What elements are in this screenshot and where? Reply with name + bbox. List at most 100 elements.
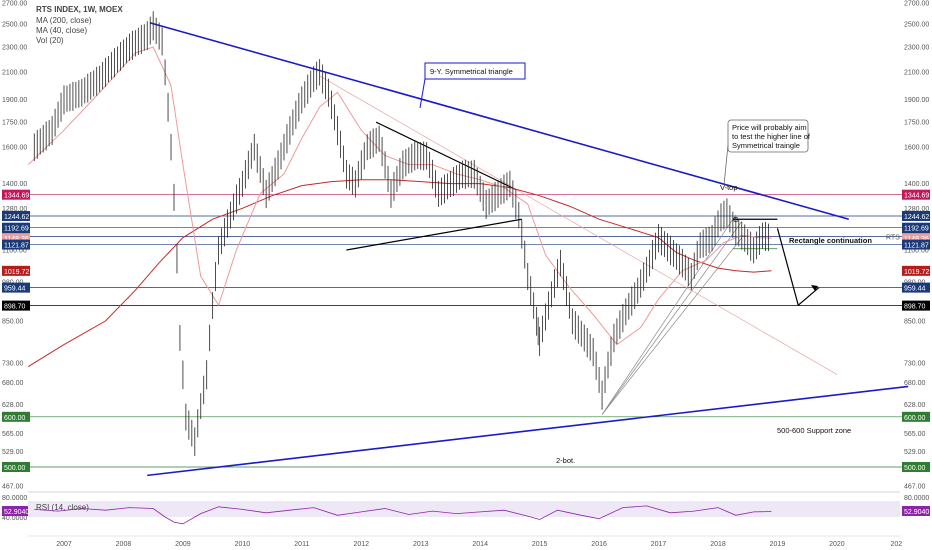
price-badge-right-text: 1121.87	[904, 243, 929, 250]
y-tick-label: 1400.00	[2, 181, 27, 188]
two-bot-label: 2-bot.	[556, 456, 575, 465]
projection-down	[776, 228, 799, 306]
legend-ma200: MA (200, close)	[36, 16, 92, 25]
rsi-panel: 80.0000 40.0000 80.0000 RSI (14, close) …	[2, 491, 930, 525]
y-tick-label: 1750.00	[2, 120, 27, 127]
y-tick-label: 730.00	[2, 360, 24, 367]
rts-tag: RTS	[886, 235, 900, 242]
price-badge-left	[2, 222, 30, 233]
x-tick-label: 2009	[175, 541, 191, 548]
fan-2	[601, 221, 743, 415]
price-badge-right-text: 1244.62	[904, 214, 929, 221]
price-badge-right	[902, 210, 930, 221]
rsi-line	[34, 505, 772, 525]
price-badge-right	[902, 239, 930, 250]
y-tick-label-right: 2100.00	[904, 69, 929, 76]
rsi-label: RSI (14, close)	[36, 503, 89, 512]
y-tick-label-right: 1750.00	[904, 120, 929, 127]
x-tick-label: 2008	[116, 541, 132, 548]
x-tick-label: 2012	[353, 541, 369, 548]
x-tick-label: 2017	[651, 541, 667, 548]
pink-trend	[319, 75, 838, 375]
price-badge-left-text: 1344.69	[4, 193, 29, 200]
y-tick-label: 467.00	[2, 483, 24, 490]
price-badge-right	[902, 282, 930, 293]
annotation-symmetrical-triangle: 9-Y. Symmetrical triangle	[419, 62, 526, 109]
x-tick-label: 2020	[829, 541, 845, 548]
price-badge-left	[2, 411, 30, 422]
rsi-value-badge-right: 52.9040	[904, 509, 929, 516]
y-tick-label-right: 1900.00	[904, 97, 929, 104]
fan-1	[601, 214, 737, 415]
legend: RTS INDEX, 1W, MOEX MA (200, close) MA (…	[36, 5, 123, 45]
price-badge-left-text: 1121.87	[4, 243, 29, 250]
x-tick-label: 2007	[56, 541, 72, 548]
price-badge-right	[902, 189, 930, 200]
price-badge-right-text: 1344.69	[904, 193, 929, 200]
y-tick-label-right: 1600.00	[904, 144, 929, 151]
x-tick-label: 2018	[710, 541, 726, 548]
price-badge-right-text: 1019.72	[904, 269, 929, 276]
g-marker-label: G	[733, 215, 739, 224]
price-badge-right	[902, 300, 930, 311]
y-tick-label: 1600.00	[2, 144, 27, 151]
rectangle-continuation-label: Rectangle continuation	[789, 236, 872, 245]
y-tick-label: 529.00	[2, 449, 24, 456]
y-axis-left: 2700.00 2500.00 2300.00 2100.00 1900.00 1750.…	[2, 0, 27, 490]
price-badge-right-text: 1192.69	[904, 226, 929, 233]
annotation-price-note: Price will probably aim to test the high…	[723, 119, 811, 186]
y-tick-label-right: 2300.00	[904, 44, 929, 51]
y-tick-label-right: 850.00	[904, 318, 926, 325]
price-badge-left	[2, 189, 30, 200]
y-tick-label: 2100.00	[2, 69, 27, 76]
price-note-line-2: to test the higher line of	[732, 132, 811, 141]
x-tick-label: 2016	[591, 541, 607, 548]
y-tick-label: 850.00	[2, 318, 24, 325]
price-badge-left-text: 1019.72	[4, 269, 29, 276]
y-tick-label: 565.00	[2, 431, 24, 438]
x-tick-label: 2014	[472, 541, 488, 548]
price-badge-left-text: 600.00	[4, 415, 26, 422]
x-tick-label: 2011	[294, 541, 309, 548]
v-top-label: V-top	[720, 183, 738, 192]
price-level-lines: 1344.69 1344.69 1244.62 1244.62 1192.69 1192.…	[2, 189, 930, 472]
legend-ma40: MA (40, close)	[36, 26, 87, 35]
y-tick-label: 1900.00	[2, 97, 27, 104]
y-tick-label-right: 1100.00	[904, 247, 929, 254]
price-note-line-1: Price will probably aim	[732, 123, 807, 132]
x-axis: 2007 2008 2009 2010 2011 2012 2013 2014 2015 2016…	[56, 541, 902, 548]
price-badge-right-text: 600.00	[904, 415, 926, 422]
price-badge-left	[2, 239, 30, 250]
chart-title: RTS INDEX, 1W, MOEX	[36, 5, 123, 14]
x-tick-label: 2010	[235, 541, 251, 548]
y-axis-right: 2700.00 2500.00 2300.00 2100.00 1900.00 1750.…	[904, 0, 929, 490]
price-badge-left	[2, 300, 30, 311]
x-tick-label: 2015	[532, 541, 548, 548]
price-badge-right	[902, 265, 930, 276]
y-tick-label: 2700.00	[2, 0, 27, 7]
rsi-tick-80: 80.0000	[2, 495, 27, 502]
price-badge-left-text: 1192.69	[4, 226, 29, 233]
inner-triangle-lower	[346, 218, 522, 251]
y-tick-label: 628.00	[2, 402, 24, 409]
support-zone-label: 500-600 Support zone	[777, 426, 851, 435]
projection-arrow-head	[811, 285, 818, 291]
price-badge-left	[2, 462, 30, 472]
projection-up	[797, 286, 820, 306]
sym-triangle-upper	[149, 22, 850, 220]
price-badge-left-text: 1244.62	[4, 214, 29, 221]
y-tick-label-right: 628.00	[904, 402, 926, 409]
price-badge-left-text: 959.44	[4, 286, 26, 293]
y-tick-label: 1100.00	[2, 247, 27, 254]
price-badge-right	[902, 411, 930, 422]
price-candles	[33, 11, 769, 456]
rsi-tick-40: 40.0000	[2, 515, 27, 522]
x-tick-label: 202	[891, 541, 903, 548]
y-tick-label-right: 467.00	[904, 483, 926, 490]
y-tick-label: 1280.00	[2, 206, 27, 213]
legend-vol: Vol (20)	[36, 36, 64, 45]
rsi-tick-80-right: 80.0000	[904, 495, 929, 502]
y-tick-label: 680.00	[2, 380, 24, 387]
sym-triangle-lower	[147, 385, 909, 477]
